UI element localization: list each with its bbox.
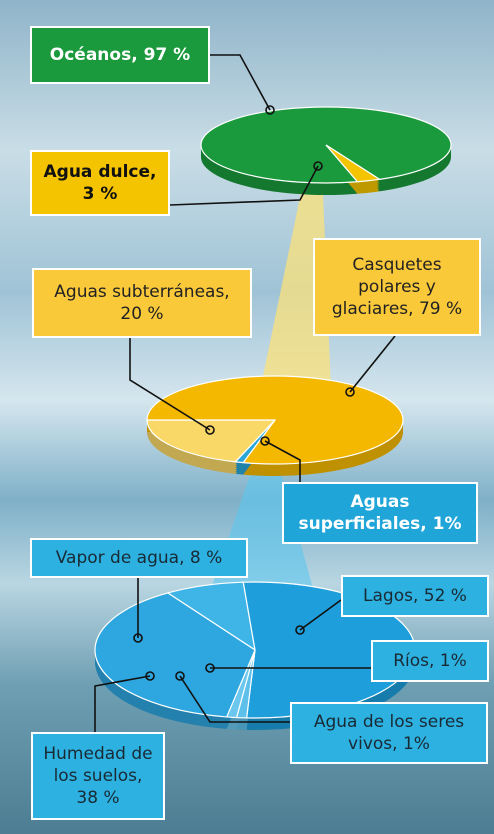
slice [234, 419, 276, 464]
slice-label: Lagos, 52 % [341, 575, 489, 617]
slice-label: Agua dulce, 3 % [30, 150, 170, 216]
leader-dot [295, 625, 305, 635]
slice-label: Agua de los seres vivos, 1% [290, 702, 488, 764]
leader-line [349, 335, 396, 393]
slice-label: Aguas subterráneas, 20 % [32, 268, 252, 338]
leader-line [94, 675, 151, 732]
leader-dot [260, 436, 270, 446]
slice-label: Océanos, 97 % [30, 26, 210, 84]
leader-line [169, 165, 319, 206]
slice-label: Vapor de agua, 8 % [30, 538, 248, 578]
leader-dot [205, 425, 215, 435]
leader-line [179, 675, 290, 723]
leader-dot [175, 671, 185, 681]
slice [146, 419, 277, 463]
leader-dot [205, 663, 215, 673]
leader-line [210, 54, 271, 111]
slice-label: Aguas superficiales, 1% [282, 482, 478, 544]
leader-dot [133, 633, 143, 643]
leader-dot [313, 161, 323, 171]
leader-line [299, 599, 342, 631]
slice-label: Casquetes polares y glaciares, 79 % [313, 238, 481, 336]
leader-dot [265, 105, 275, 115]
cone [255, 168, 332, 415]
leader-line [129, 338, 211, 431]
slice [94, 592, 256, 718]
leader-dot [345, 387, 355, 397]
slice-label: Humedad de los suelos, 38 % [31, 732, 165, 820]
slice-label: Ríos, 1% [371, 640, 489, 682]
slice [325, 144, 382, 183]
leader-dot [145, 671, 155, 681]
leader-line [264, 440, 301, 482]
